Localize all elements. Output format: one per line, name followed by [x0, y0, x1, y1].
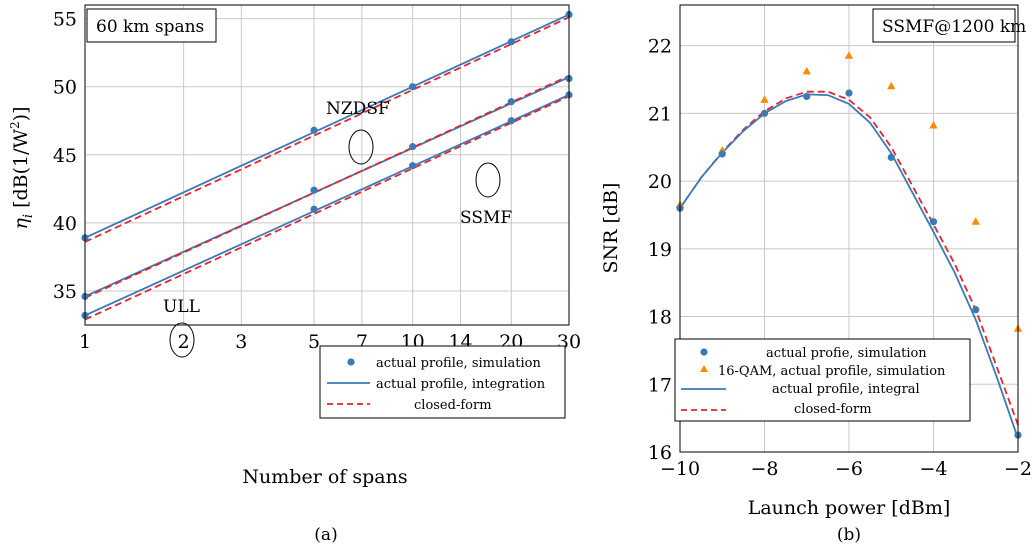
annotation-nzdsf-ellipse [348, 129, 374, 165]
integral-curve [679, 93, 1019, 439]
simulation-point [310, 186, 318, 194]
y-tick-label: 35 [53, 281, 77, 303]
panel-b-legend-box [674, 338, 971, 422]
simulation-point [845, 89, 853, 97]
x-tick-label: 2 [178, 331, 190, 353]
y-tick-label: 20 [648, 171, 672, 193]
simulation-point [310, 205, 318, 213]
panel-b: −10 −8 −6 −4 −2 16 17 18 19 20 21 22 SSMF@1200 km a… [600, 4, 1032, 545]
x-tick-label: −6 [835, 458, 863, 480]
y-tick-label: 55 [53, 9, 77, 31]
closed-form-line-nzdsf [84, 16, 570, 243]
panel-a-frame [84, 4, 570, 326]
annotation-ssmf-ellipse [475, 162, 501, 198]
x-tick-label: 3 [235, 331, 247, 353]
simulation-point [507, 98, 515, 106]
closed-form-line-ull [84, 95, 570, 321]
qam16-point [971, 217, 980, 225]
legend-b-simulation: actual profie, simulation [766, 346, 927, 361]
panel-b-box [872, 8, 1016, 43]
x-tick-label: 5 [308, 331, 320, 353]
legend-a-integration: actual profile, integration [376, 377, 546, 392]
panel-b-box-label: SSMF@1200 km [882, 17, 1026, 37]
x-tick-label: 1 [79, 331, 91, 353]
simulation-point [409, 143, 417, 151]
legend-b-marker-simulation [700, 348, 708, 356]
panel-a-box-label: 60 km spans [96, 17, 204, 37]
simulation-point [972, 306, 980, 314]
panel-a-xlabel: Number of spans [242, 466, 407, 488]
svg-text:ηi [dB(1/W2)]: ηi [dB(1/W2)] [8, 106, 36, 229]
panel-a-label: (a) [314, 525, 337, 545]
y-tick-label: 50 [53, 77, 77, 99]
simulation-point [409, 83, 417, 91]
integration-line-nzdsf [84, 13, 570, 239]
annotation-ull: ULL [163, 297, 200, 317]
legend-b-closed-form: closed-form [794, 402, 872, 417]
qam16-point [802, 66, 811, 75]
legend-b-qam16: 16-QAM, actual profile, simulation [718, 364, 946, 379]
simulation-point [929, 218, 938, 226]
y-tick-label: 45 [53, 145, 77, 167]
y-tick-label: 19 [648, 239, 672, 261]
panel-b-xlabel: Launch power [dBm] [748, 497, 951, 519]
simulation-point [718, 150, 726, 158]
y-tick-label: 22 [648, 36, 672, 58]
simulation-point [409, 162, 417, 170]
y-tick-label: 40 [53, 213, 77, 235]
legend-a-simulation: actual profile, simulation [376, 356, 541, 371]
simulation-point [760, 109, 769, 117]
panel-b-ylabel: SNR [dB] [600, 183, 622, 274]
y-tick-label: 21 [648, 103, 672, 125]
x-tick-label: −2 [1004, 458, 1032, 480]
annotation-ull-ellipse [169, 322, 195, 358]
y-tick-label: 17 [648, 374, 672, 396]
qam16-point [760, 95, 769, 103]
x-tick-label: −10 [660, 458, 700, 480]
legend-b-integral: actual profile, integral [772, 382, 920, 397]
simulation-point [310, 126, 318, 134]
simulation-point [887, 153, 895, 161]
panel-a-ylabel: ηi [dB(1/W2)] [8, 106, 36, 229]
annotation-nzdsf: NZDSF [326, 99, 390, 119]
legend-marker-simulation [347, 358, 355, 366]
x-tick-label: −4 [919, 458, 947, 480]
panel-a-box [86, 8, 217, 43]
y-tick-label: 18 [648, 307, 672, 329]
panel-a-legend-box [319, 345, 566, 419]
simulation-point [507, 38, 515, 46]
integration-line-ull [84, 94, 570, 317]
qam16-point [929, 121, 938, 129]
simulation-point [803, 92, 811, 101]
x-tick-label: −8 [750, 458, 778, 480]
panel-b-frame [679, 4, 1019, 453]
annotation-ssmf: SSMF [460, 208, 512, 228]
legend-b-marker-qam16 [700, 365, 708, 372]
simulation-point [507, 117, 515, 125]
y-tick-label: 16 [648, 442, 672, 464]
qam16-point [887, 81, 896, 90]
closed-form-line-ssmf [84, 74, 570, 299]
panel-b-legend: actual profie, simulation 16-QAM, actual… [674, 338, 971, 422]
panel-a-legend: actual profile, simulation actual profil… [319, 345, 566, 419]
panel-b-label: (b) [837, 525, 861, 545]
legend-a-closed-form: closed-form [414, 398, 492, 413]
qam16-point [844, 51, 854, 59]
